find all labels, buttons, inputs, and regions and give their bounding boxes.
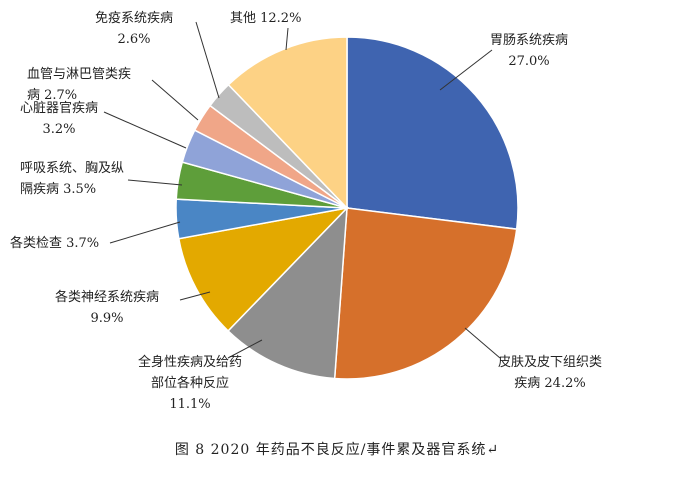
slice-label: 其他 12.2% [230,8,301,29]
leader-line [103,111,187,149]
slice-label: 血管与淋巴管类疾病 2.7% [27,64,131,106]
slice-label: 免疫系统疾病 2.6% [95,8,173,50]
slice-label-line: 皮肤及皮下组织类 [498,355,603,370]
pie-slice [227,205,348,380]
slice-label: 心脏器官疾病 3.2% [20,98,98,140]
slice-label: 各类检查 3.7% [10,233,99,254]
leader-line [227,339,263,359]
slice-label-line: 疾病 24.2% [514,376,586,391]
pie-slice [333,207,518,380]
pie-slice [177,206,350,332]
slice-label-line: 心脏器官疾病 [20,101,99,116]
slice-label-line: 部位各种反应 [151,376,230,391]
slice-label-line: 隔疾病 3.5% [20,182,97,197]
figure-caption: 图 8 2020 年药品不良反应/事件累及器官系统↵ [174,442,500,458]
pie-slice [346,36,519,230]
slice-label-line: 9.9% [90,311,124,326]
slice-label: 胃肠系统疾病 27.0% [490,30,568,72]
slice-label-line: 2.6% [117,32,151,47]
leader-line [109,221,181,244]
slice-label-line: 病 2.7% [27,88,78,103]
slice-label-line: 全身性疾病及给药 [138,355,243,370]
leader-line [179,291,211,301]
leader-line [285,27,289,51]
slice-label-line: 11.1% [169,397,211,412]
slice-label-line: 胃肠系统疾病 [490,33,569,48]
slice-label-line: 血管与淋巴管类疾 [27,67,132,82]
leader-line [464,327,501,359]
slice-label-line: 3.2% [42,122,76,137]
slice-label: 全身性疾病及给药 部位各种反应 11.1% [138,352,242,415]
slice-label-line: 呼吸系统、胸及纵 [20,161,125,176]
slice-label-line: 其他 12.2% [230,11,302,26]
leader-line [195,21,220,99]
pie-slice [227,36,348,210]
slice-label-line: 免疫系统疾病 [95,11,174,26]
slice-label-line: 各类神经系统疾病 [55,290,160,305]
slice-label: 各类神经系统疾病 9.9% [55,287,159,329]
slice-label-line: 各类检查 3.7% [10,236,100,251]
leader-line [151,79,199,121]
slice-label: 呼吸系统、胸及纵 隔疾病 3.5% [20,158,124,200]
leader-line [127,179,183,186]
leader-line [439,49,493,91]
slice-label-line: 27.0% [508,54,550,69]
slice-label: 皮肤及皮下组织类 疾病 24.2% [498,352,602,394]
